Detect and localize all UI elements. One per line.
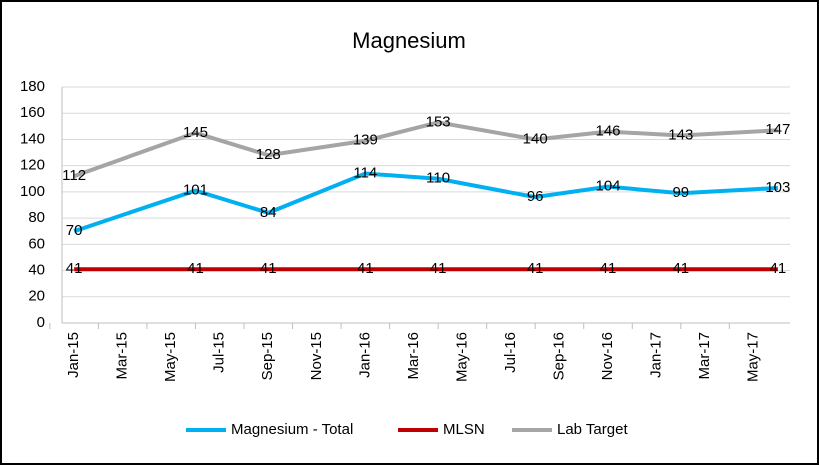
y-tick-label: 100: [20, 183, 45, 200]
data-label: 84: [260, 204, 277, 221]
y-tick-label: 0: [37, 314, 45, 331]
x-tick-label: Sep-15: [259, 332, 276, 380]
data-label: 153: [426, 113, 451, 130]
series-line: [73, 171, 778, 234]
data-label: 140: [523, 130, 548, 147]
y-tick-label: 40: [28, 262, 45, 279]
y-tick-label: 120: [20, 157, 45, 174]
data-label: 147: [765, 121, 790, 138]
data-label: 41: [260, 260, 277, 277]
data-label: 41: [672, 260, 689, 277]
data-label: 99: [672, 184, 689, 201]
data-label: 112: [62, 167, 86, 184]
data-label: 41: [357, 260, 374, 277]
data-label: 41: [527, 260, 544, 277]
legend-label: MLSN: [443, 421, 485, 438]
x-tick-label: May-15: [162, 332, 179, 382]
data-label: 143: [668, 126, 693, 143]
x-tick-label: May-16: [453, 332, 470, 382]
x-tick-label: Jul-16: [502, 332, 519, 373]
series-line: [73, 120, 778, 179]
x-tick-label: Mar-17: [696, 332, 713, 380]
data-label: 145: [183, 124, 208, 141]
y-tick-label: 60: [28, 235, 45, 252]
data-label: 41: [187, 260, 204, 277]
data-label: 41: [600, 260, 617, 277]
x-tick-label: Jan-15: [65, 332, 82, 378]
data-label: 110: [426, 170, 450, 187]
x-tick-label: Jan-16: [356, 332, 373, 378]
chart-title: Magnesium: [352, 28, 466, 53]
data-label: 41: [770, 260, 787, 277]
x-tick-label: Jul-15: [211, 332, 228, 373]
x-tick-label: Sep-16: [550, 332, 567, 380]
data-label: 70: [66, 222, 83, 239]
y-tick-label: 80: [28, 209, 45, 226]
y-tick-label: 20: [28, 288, 45, 305]
x-tick-label: May-17: [745, 332, 762, 382]
y-tick-label: 180: [20, 78, 45, 95]
data-label: 139: [353, 132, 378, 149]
x-tick-label: Jan-17: [648, 332, 665, 378]
y-tick-label: 160: [20, 104, 45, 121]
data-label: 101: [183, 182, 208, 199]
x-tick-label: Mar-16: [405, 332, 422, 380]
data-label: 114: [353, 165, 377, 182]
data-label: 96: [527, 188, 544, 205]
data-label: 41: [430, 260, 447, 277]
data-label: 41: [66, 260, 83, 277]
data-label: 146: [595, 123, 620, 140]
data-label: 128: [256, 146, 281, 163]
x-tick-label: Mar-15: [114, 332, 131, 380]
legend-label: Magnesium - Total: [231, 421, 353, 438]
data-label: 103: [765, 179, 790, 196]
x-tick-label: Nov-15: [308, 332, 325, 380]
legend-label: Lab Target: [557, 421, 628, 438]
x-tick-label: Nov-16: [599, 332, 616, 380]
data-label: 104: [595, 178, 620, 195]
y-tick-label: 140: [20, 130, 45, 147]
